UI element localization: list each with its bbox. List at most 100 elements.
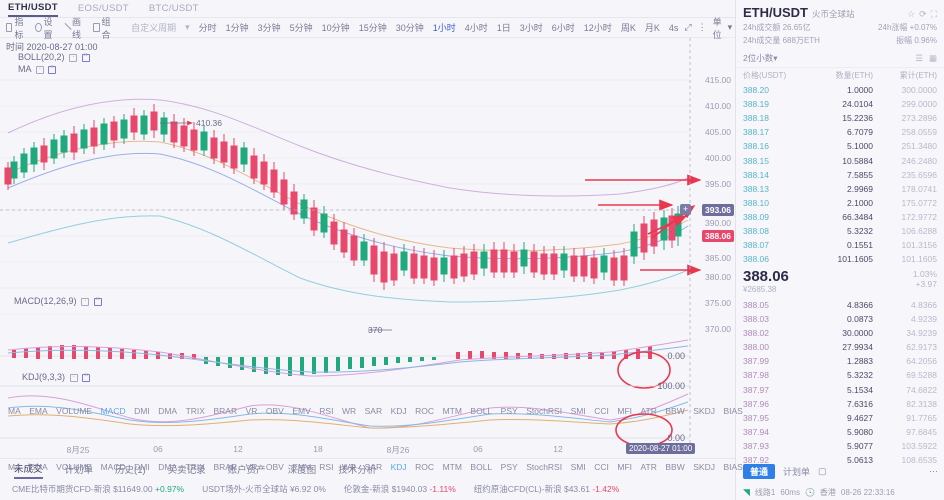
table-row[interactable]: 388.02 30.0000 34.9239: [736, 326, 944, 340]
ind2-skdj[interactable]: SKDJ: [693, 462, 715, 472]
custom-period-button[interactable]: 自定义周期: [131, 23, 177, 33]
table-row[interactable]: 388.06 101.1605 101.1605: [736, 252, 944, 266]
table-row[interactable]: 388.14 7.5855 235.6596: [736, 168, 944, 182]
table-row[interactable]: 387.96 7.6316 82.3138: [736, 397, 944, 411]
ind2-trix[interactable]: TRIX: [185, 462, 205, 472]
ind1-vr[interactable]: VR: [245, 406, 258, 416]
ind2-smi[interactable]: SMI: [570, 462, 586, 472]
decimals-selector[interactable]: 2位小数: [743, 53, 774, 63]
ind1-skdj[interactable]: SKDJ: [693, 406, 715, 416]
ind2-mtm[interactable]: MTM: [442, 462, 462, 472]
period-4h[interactable]: 4小时: [464, 23, 488, 33]
more-options-icon[interactable]: ⋯: [929, 466, 938, 476]
pair-tab-btc-usdt[interactable]: BTC/USDT: [148, 3, 199, 14]
table-row[interactable]: 388.20 1.0000 300.0000: [736, 83, 944, 97]
ind1-ema[interactable]: EMA: [29, 406, 48, 416]
ind2-vr[interactable]: VR: [245, 462, 258, 472]
period-10m[interactable]: 10分钟: [321, 23, 350, 33]
ind1-stochrsi[interactable]: StochRSI: [526, 406, 563, 416]
ind2-stochrsi[interactable]: StochRSI: [526, 462, 563, 472]
table-row[interactable]: 387.97 5.1534 74.6822: [736, 383, 944, 397]
time-axis[interactable]: 8月25 06 12 18 8月26 06 12 18 2020-08-27 0…: [0, 442, 735, 458]
tab-trade-records[interactable]: 买卖记录: [167, 464, 206, 476]
ind1-brar[interactable]: BRAR: [213, 406, 238, 416]
refresh-rate-label[interactable]: 4s: [668, 22, 679, 33]
ind2-cci[interactable]: CCI: [594, 462, 609, 472]
ind1-rsi[interactable]: RSI: [319, 406, 334, 416]
ticker-london-gold[interactable]: 伦敦金-新浪 $1940.03 -1.11%: [344, 483, 456, 495]
tab-open-orders[interactable]: 未成交: [14, 461, 43, 479]
draw-line-button[interactable]: 画线: [64, 15, 84, 41]
pair-tab-eth-usdt[interactable]: ETH/USDT: [8, 2, 58, 17]
tab-account-assets[interactable]: 账户资产: [227, 464, 266, 476]
table-row[interactable]: 388.07 0.1551 101.3156: [736, 238, 944, 252]
ind1-obv[interactable]: OBV: [265, 406, 284, 416]
ind2-kdj[interactable]: KDJ: [390, 462, 407, 472]
table-row[interactable]: 387.93 5.9077 103.5922: [736, 439, 944, 453]
ind1-roc[interactable]: ROC: [415, 406, 435, 416]
period-5m[interactable]: 5分钟: [289, 23, 313, 33]
ind2-ma[interactable]: MA: [8, 462, 21, 472]
ind1-mtm[interactable]: MTM: [442, 406, 462, 416]
order-type-plan-button[interactable]: 计划单: [783, 467, 811, 477]
ind1-macd[interactable]: MACD: [100, 406, 126, 416]
boll-close-icon[interactable]: [81, 52, 90, 62]
ind1-wr[interactable]: WR: [341, 406, 357, 416]
table-row[interactable]: 388.19 24.0104 299.0000: [736, 97, 944, 111]
tab-technical-analysis[interactable]: 技术分析: [338, 464, 377, 476]
ind2-brar[interactable]: BRAR: [213, 462, 238, 472]
order-type-checkbox[interactable]: ▢: [818, 466, 827, 476]
tab-depth-chart[interactable]: 深度图: [287, 464, 317, 476]
ind2-wr[interactable]: WR: [341, 462, 357, 472]
settings-button[interactable]: 设置: [35, 15, 55, 41]
more-icon[interactable]: ⋮: [697, 22, 707, 32]
tab-plan-orders[interactable]: 计划单: [64, 464, 94, 476]
table-row[interactable]: 387.92 5.0613 108.6535: [736, 453, 944, 467]
expand-icon[interactable]: ⛶: [930, 9, 937, 19]
ticker-usdt-otc[interactable]: USDT场外-火币全球站 ¥6.92 0%: [202, 483, 326, 495]
ind1-dma[interactable]: DMA: [158, 406, 178, 416]
table-row[interactable]: 388.05 4.8366 4.8366: [736, 298, 944, 312]
period-week[interactable]: 周K: [620, 23, 636, 33]
ind2-bbw[interactable]: BBW: [665, 462, 685, 472]
order-type-normal-button[interactable]: 普通: [743, 464, 776, 479]
ma-settings-icon[interactable]: [35, 64, 44, 74]
kdj-close-icon[interactable]: [82, 372, 91, 382]
table-row[interactable]: 388.17 6.7079 258.0559: [736, 125, 944, 139]
table-row[interactable]: 388.00 27.9934 62.9173: [736, 340, 944, 354]
fullscreen-icon[interactable]: ⤢: [684, 22, 692, 32]
ind2-sar[interactable]: SAR: [364, 462, 383, 472]
macd-settings-icon[interactable]: [81, 296, 90, 306]
table-row[interactable]: 387.95 9.4627 91.7765: [736, 411, 944, 425]
period-3h[interactable]: 3小时: [519, 23, 543, 33]
ticker-cme-btc[interactable]: CME比特币期货CFD-新浪 $11649.00 +0.97%: [12, 483, 184, 495]
ind2-macd[interactable]: MACD: [100, 462, 126, 472]
list-view-icon[interactable]: ☰: [915, 52, 923, 63]
ind2-bias[interactable]: BIAS: [723, 462, 743, 472]
period-1d[interactable]: 1日: [496, 23, 511, 33]
ind2-atr[interactable]: ATR: [640, 462, 657, 472]
ind1-trix[interactable]: TRIX: [185, 406, 205, 416]
star-icon[interactable]: ☆: [907, 9, 916, 19]
period-15m[interactable]: 15分钟: [358, 23, 387, 33]
ind1-volume[interactable]: VOLUME: [56, 406, 93, 416]
pair-tab-eos-usdt[interactable]: EOS/USDT: [77, 3, 129, 14]
ind1-dmi[interactable]: DMI: [134, 406, 150, 416]
boll-settings-icon[interactable]: [69, 52, 78, 62]
refresh-icon[interactable]: ⟳: [919, 9, 927, 19]
ind2-roc[interactable]: ROC: [415, 462, 435, 472]
ind2-dmi[interactable]: DMI: [134, 462, 150, 472]
add-price-alert-button[interactable]: +: [680, 204, 691, 215]
ind1-cci[interactable]: CCI: [594, 406, 609, 416]
status-line-label[interactable]: 线路1: [754, 488, 776, 497]
indicator-button[interactable]: 指标: [6, 15, 26, 41]
ind2-emv[interactable]: EMV: [292, 462, 311, 472]
tab-history[interactable]: 历史(1): [115, 464, 146, 476]
ind2-rsi[interactable]: RSI: [319, 462, 334, 472]
kdj-settings-icon[interactable]: [69, 372, 78, 382]
period-1h[interactable]: 1小时: [432, 23, 456, 33]
ind1-psy[interactable]: PSY: [500, 406, 518, 416]
period-12h[interactable]: 12小时: [583, 23, 612, 33]
period-6h[interactable]: 6小时: [551, 23, 575, 33]
table-row[interactable]: 388.09 66.3484 172.9772: [736, 210, 944, 224]
